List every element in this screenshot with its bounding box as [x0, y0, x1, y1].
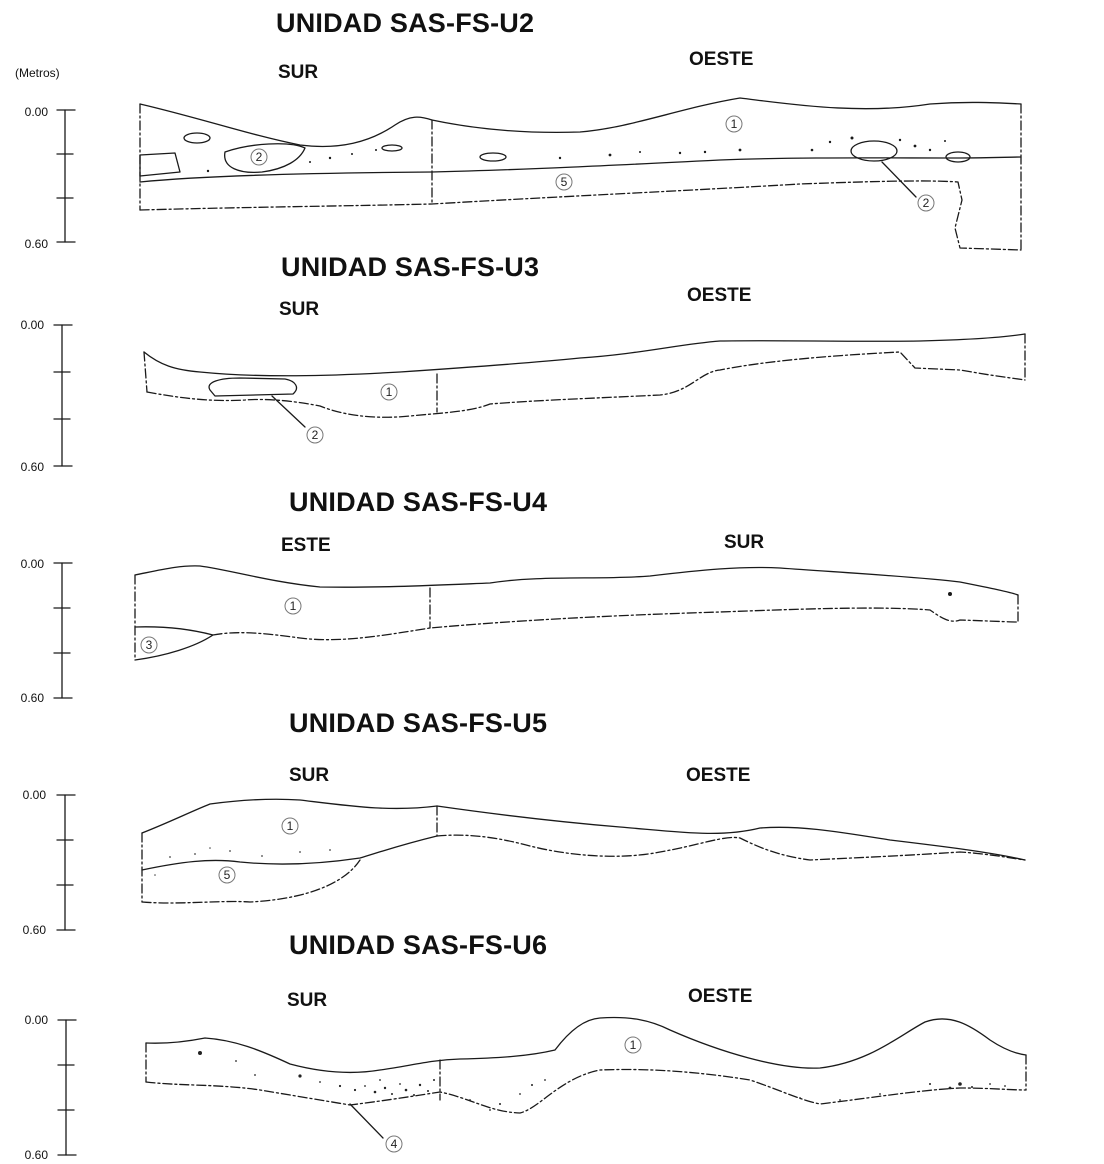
layer-marker-u2-2b: 2: [917, 194, 935, 212]
orientation-left-u2: SUR: [278, 62, 319, 83]
scale-bar-u5: [56, 794, 76, 931]
scale-top-label-u6: 0.00: [24, 1013, 48, 1027]
layer-label-u4-1: 1: [290, 599, 297, 613]
scale-bar-u6: [57, 1019, 77, 1156]
layer-label-u2-2b: 2: [923, 196, 930, 210]
orientation-left-u3: SUR: [279, 299, 320, 320]
layer-label-u3-1: 1: [386, 385, 393, 399]
orientation-right-u2: OESTE: [689, 49, 754, 70]
profile-u3: [143, 333, 1026, 428]
scale-top-label-u5: 0.00: [22, 788, 46, 802]
scale-top-label-u3: 0.00: [20, 318, 44, 332]
profile-u6: [145, 1016, 1027, 1139]
layer-marker-u2-2a: 2: [250, 148, 268, 166]
panel-title-u6: UNIDAD SAS-FS-U6: [289, 930, 548, 960]
scale-top-label-u2: 0.00: [24, 105, 48, 119]
layer-marker-u3-1: 1: [380, 383, 398, 401]
panel-title-u2: UNIDAD SAS-FS-U2: [276, 8, 535, 38]
scale-bar-u4: [53, 562, 73, 699]
scale-bar-u2: [56, 109, 76, 243]
layer-label-u2-2a: 2: [256, 150, 263, 164]
scale-bottom-label-u4: 0.60: [20, 691, 44, 705]
profile-u5: [141, 798, 1026, 904]
panel-title-u4: UNIDAD SAS-FS-U4: [289, 487, 548, 517]
layer-label-u2-5: 5: [561, 175, 568, 189]
layer-label-u2-1: 1: [731, 117, 738, 131]
layer-marker-u5-5: 5: [218, 866, 236, 884]
layer-marker-u5-1: 1: [281, 817, 299, 835]
profile-u2: [139, 97, 1022, 251]
layer-marker-u2-5: 5: [555, 173, 573, 191]
scale-bottom-label-u3: 0.60: [20, 460, 44, 474]
layer-label-u4-3: 3: [146, 638, 153, 652]
scale-bottom-label-u6: 0.60: [24, 1148, 48, 1162]
layer-marker-u6-1: 1: [624, 1036, 642, 1054]
scale-bottom-label-u5: 0.60: [22, 923, 46, 937]
layer-label-u5-1: 1: [287, 819, 294, 833]
scale-unit-label: (Metros): [15, 66, 60, 80]
layer-marker-u4-1: 1: [284, 597, 302, 615]
scale-bottom-label-u2: 0.60: [24, 237, 48, 251]
orientation-right-u6: OESTE: [688, 986, 753, 1007]
orientation-right-u3: OESTE: [687, 285, 752, 306]
orientation-left-u6: SUR: [287, 990, 328, 1011]
layer-marker-u6-4: 4: [385, 1135, 403, 1153]
orientation-right-u4: SUR: [724, 532, 765, 553]
profile-u4: [134, 565, 1019, 661]
layer-label-u6-4: 4: [391, 1137, 398, 1151]
orientation-left-u5: SUR: [289, 765, 330, 786]
layer-label-u3-2: 2: [312, 428, 319, 442]
panel-title-u3: UNIDAD SAS-FS-U3: [281, 252, 540, 282]
orientation-right-u5: OESTE: [686, 765, 751, 786]
layer-marker-u3-2: 2: [306, 426, 324, 444]
panel-title-u5: UNIDAD SAS-FS-U5: [289, 708, 548, 738]
layer-label-u6-1: 1: [630, 1038, 637, 1052]
layer-label-u5-5: 5: [224, 868, 231, 882]
layer-marker-u4-3: 3: [140, 636, 158, 654]
scale-top-label-u4: 0.00: [20, 557, 44, 571]
layer-marker-u2-1: 1: [725, 115, 743, 133]
scale-bar-u3: [53, 324, 73, 467]
orientation-left-u4: ESTE: [281, 535, 331, 556]
